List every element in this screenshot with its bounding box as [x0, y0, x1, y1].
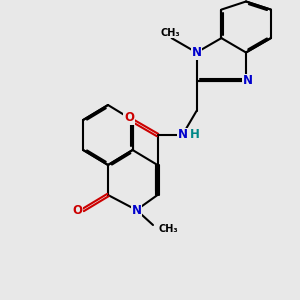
Text: N: N: [242, 74, 253, 88]
Text: N: N: [191, 46, 202, 59]
Text: CH₃: CH₃: [158, 224, 178, 234]
Text: O: O: [73, 203, 83, 217]
Text: N: N: [177, 128, 188, 142]
Text: O: O: [124, 111, 134, 124]
Text: N: N: [131, 203, 142, 217]
Text: CH₃: CH₃: [160, 28, 180, 38]
Text: H: H: [190, 128, 199, 142]
